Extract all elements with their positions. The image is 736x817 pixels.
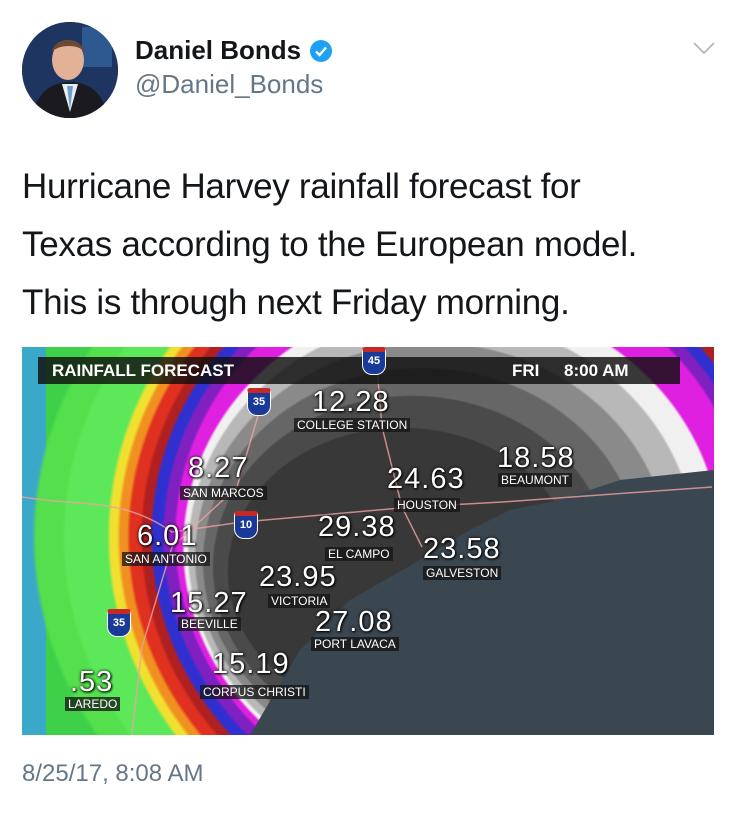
map-header-bar: RAINFALL FORECAST FRI 8:00 AM (38, 357, 680, 384)
rainfall-value: 27.08 (315, 606, 393, 638)
interstate-shield-icon: 10 (234, 511, 258, 539)
city-label: BEAUMONT (498, 473, 573, 487)
map-day: FRI (512, 361, 540, 380)
city-label: COLLEGE STATION (294, 418, 411, 432)
author-handle[interactable]: @Daniel_Bonds (135, 69, 324, 99)
city-label: HOUSTON (394, 498, 460, 512)
rainfall-value: 24.63 (387, 463, 465, 495)
map-time: 8:00 AM (564, 361, 629, 380)
author-name-text: Daniel Bonds (135, 35, 302, 65)
chevron-down-icon[interactable] (692, 40, 716, 56)
map-title: RAINFALL FORECAST (52, 361, 234, 380)
city-label: LAREDO (65, 697, 121, 711)
tweet-line: This is through next Friday morning. (22, 283, 570, 322)
city-label: SAN ANTONIO (122, 552, 210, 566)
tweet-line: Texas according to the European model. (22, 225, 638, 264)
interstate-shield-icon: 35 (247, 388, 271, 416)
city-label: BEEVILLE (178, 617, 241, 631)
rainfall-value: 8.27 (188, 452, 249, 484)
map-coast-and-roads (22, 366, 714, 735)
rainfall-value: 12.28 (312, 386, 390, 418)
rainfall-value: 6.01 (137, 520, 198, 552)
rainfall-value: 15.19 (212, 648, 290, 680)
verified-badge-icon (310, 39, 333, 62)
tweet-line: Hurricane Harvey rainfall forecast for (22, 167, 581, 206)
interstate-shield-icon: 35 (107, 609, 131, 637)
interstate-shield-icon: 45 (362, 347, 386, 375)
city-label: CORPUS CHRISTI (200, 685, 309, 699)
rainfall-value: 23.58 (423, 533, 501, 565)
rainfall-value: 18.58 (497, 442, 575, 474)
rainfall-value: 15.27 (170, 587, 248, 619)
city-label: PORT LAVACA (311, 637, 399, 651)
rainfall-value: .53 (70, 666, 114, 698)
tweet-text: Hurricane Harvey rainfall forecast for T… (22, 158, 722, 332)
rainfall-map-image[interactable]: RAINFALL FORECAST FRI 8:00 AM 35 10 35 4… (22, 347, 714, 735)
city-label: GALVESTON (423, 566, 502, 580)
avatar[interactable] (22, 22, 118, 118)
rainfall-value: 29.38 (318, 511, 396, 543)
city-label: SAN MARCOS (180, 486, 267, 500)
city-label: EL CAMPO (325, 547, 393, 561)
author-name[interactable]: Daniel Bonds (135, 35, 333, 66)
city-label: VICTORIA (268, 594, 331, 608)
rainfall-value: 23.95 (259, 561, 337, 593)
avatar-image (22, 22, 118, 118)
tweet-timestamp[interactable]: 8/25/17, 8:08 AM (22, 760, 204, 787)
